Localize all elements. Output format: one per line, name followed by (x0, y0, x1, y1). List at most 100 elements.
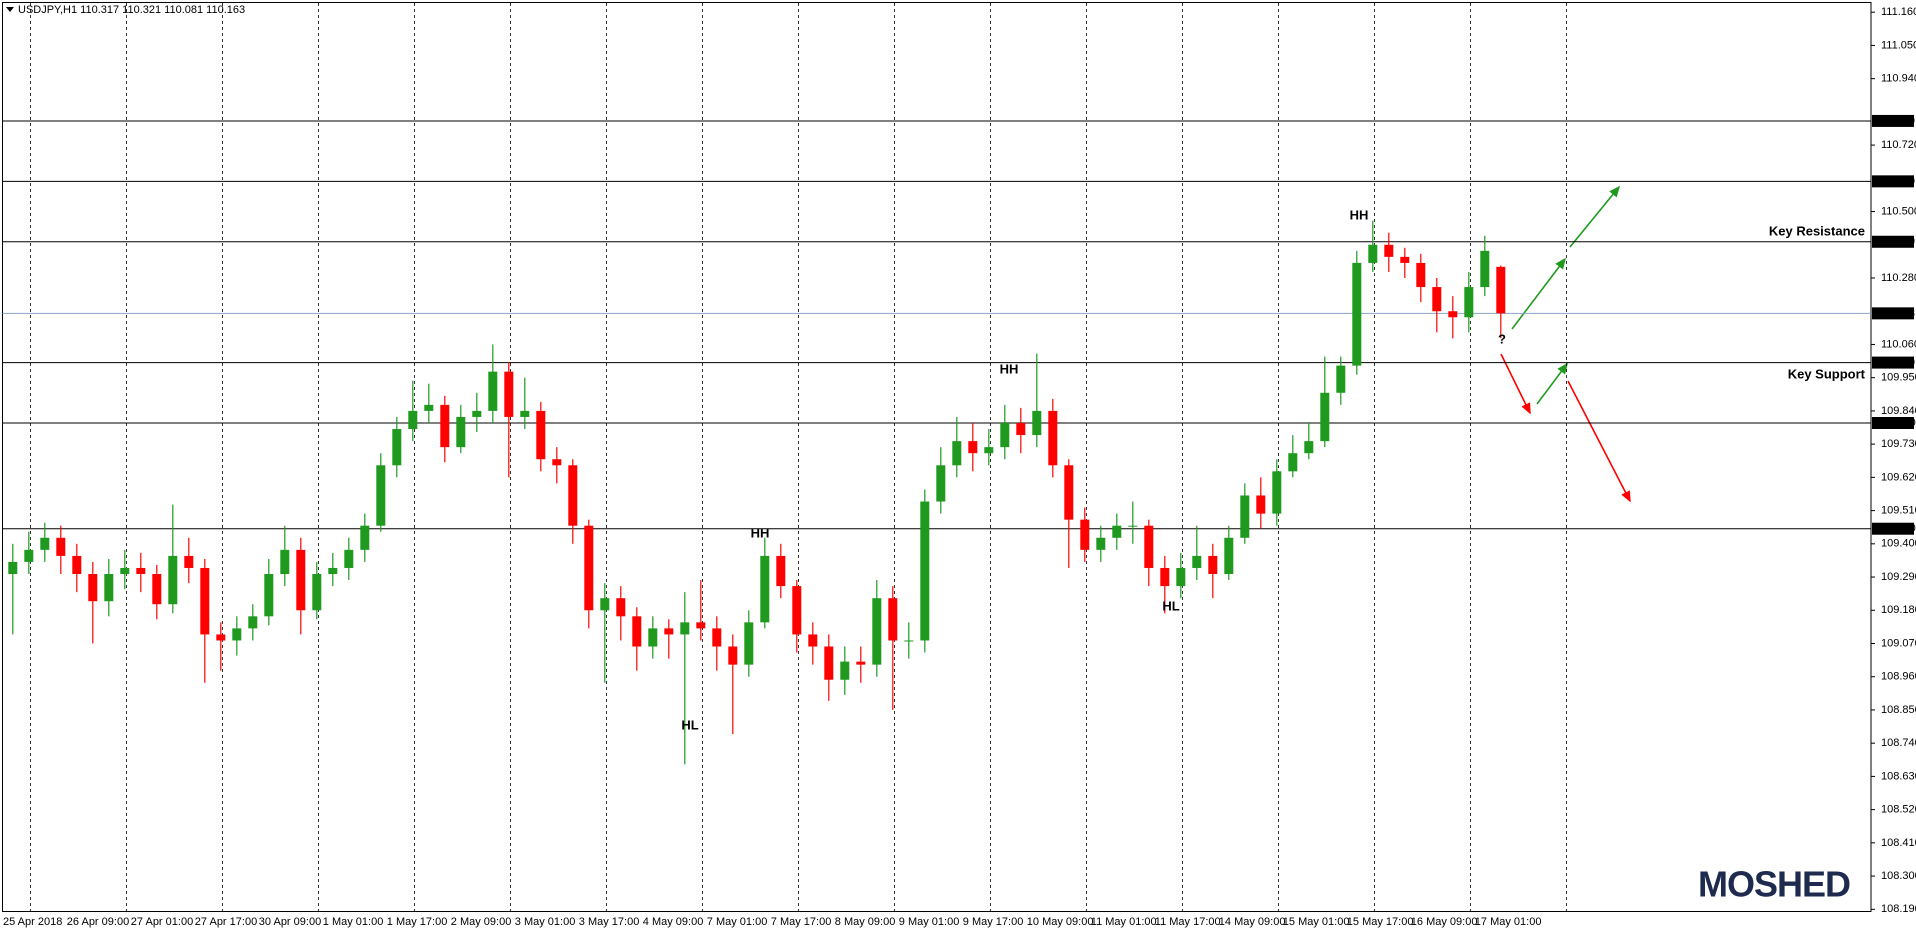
current-price-label: 110.163 (1876, 307, 1915, 319)
x-tick-label: 4 May 09:00 (643, 916, 704, 928)
candle-body (88, 574, 98, 602)
candle-body (24, 549, 34, 562)
x-tick-label: 7 May 17:00 (771, 916, 832, 928)
x-tick-label: 9 May 01:00 (899, 916, 960, 928)
candle-body (296, 549, 306, 611)
candle-body (872, 598, 882, 665)
candle-body (1240, 495, 1250, 538)
plot-frame (2, 2, 1872, 912)
y-tick-label: 109.950 (1881, 372, 1916, 384)
level-label: 110.400 (1876, 236, 1915, 248)
candle-body (776, 555, 786, 587)
y-tick-label: 108.190 (1881, 903, 1916, 915)
candle-body (1224, 537, 1234, 575)
x-tick-label: 2 May 09:00 (451, 916, 512, 928)
y-tick-label: 108.850 (1881, 704, 1916, 716)
candle-body (72, 555, 82, 575)
x-tick-label: 17 May 01:00 (1475, 916, 1542, 928)
x-tick-label: 7 May 01:00 (707, 916, 768, 928)
annotation: HH (1350, 207, 1369, 222)
candle-body (584, 525, 594, 611)
candle-body (696, 622, 706, 629)
candle-body (376, 465, 386, 526)
x-tick-label: 27 Apr 17:00 (195, 916, 257, 928)
y-tick-label: 108.740 (1881, 737, 1916, 749)
candle-body (536, 410, 546, 460)
candle-body (744, 622, 754, 665)
candle-body (1272, 471, 1282, 514)
candle-body (1432, 287, 1442, 312)
candle-body (312, 574, 322, 611)
x-tick-label: 26 Apr 09:00 (67, 916, 129, 928)
menu-triangle (6, 7, 14, 12)
arrow-down (1567, 380, 1631, 503)
candle-body (1400, 256, 1410, 263)
candle-body (1016, 422, 1026, 436)
candle-body (1064, 465, 1074, 520)
candle-body (568, 465, 578, 526)
y-tick-label: 111.050 (1881, 39, 1916, 51)
candle-body (264, 574, 274, 617)
arrow-up (1511, 257, 1566, 330)
y-tick-label: 109.510 (1881, 504, 1916, 516)
candle-body (1176, 567, 1186, 587)
candle-body (1496, 266, 1506, 314)
y-tick-label: 109.180 (1881, 604, 1916, 616)
candle-body (1352, 262, 1362, 366)
candle-body (920, 501, 930, 641)
candle-body (360, 525, 370, 550)
candle-body (1384, 244, 1394, 257)
candle-body (504, 371, 514, 417)
x-tick-label: 16 May 09:00 (1411, 916, 1478, 928)
candle-body (728, 646, 738, 665)
candle-body (1080, 519, 1090, 550)
level-label: 109.450 (1876, 523, 1916, 535)
candle-body (856, 661, 866, 665)
y-tick-label: 109.840 (1881, 405, 1916, 417)
candle-body (1160, 567, 1170, 587)
x-tick-label: 1 May 01:00 (323, 916, 384, 928)
candle-body (8, 561, 18, 575)
candle-body (904, 640, 914, 642)
x-tick-label: 10 May 09:00 (1027, 916, 1094, 928)
candle-body (952, 441, 962, 466)
candle-body (616, 598, 626, 617)
candle-body (1256, 495, 1266, 514)
x-tick-label: 8 May 09:00 (835, 916, 896, 928)
candle-body (520, 410, 530, 417)
level-box (1872, 114, 1914, 127)
chart-title: USDJPY,H1 110.317 110.321 110.081 110.16… (18, 4, 245, 16)
candle-body (440, 404, 450, 448)
candle-body (984, 447, 994, 454)
candle-body (760, 555, 770, 623)
y-tick-label: 109.730 (1881, 438, 1916, 450)
y-tick-label: 108.960 (1881, 671, 1916, 683)
candle-body (888, 598, 898, 641)
arrow-up (1569, 185, 1621, 248)
annotation: Key Resistance (1769, 223, 1865, 238)
x-tick-label: 1 May 17:00 (387, 916, 448, 928)
y-tick-label: 108.410 (1881, 837, 1916, 849)
level-box (1872, 235, 1914, 248)
candle-body (488, 371, 498, 411)
candle-body (824, 646, 834, 680)
candle-body (1336, 365, 1346, 393)
candle-body (632, 616, 642, 647)
arrow-down (1500, 353, 1531, 415)
candle-body (232, 628, 242, 641)
level-box (1872, 175, 1914, 188)
current-price-box (1872, 307, 1914, 320)
candle-body (1192, 555, 1202, 568)
y-tick-label: 108.630 (1881, 770, 1916, 782)
annotation: Key Support (1788, 366, 1866, 381)
level-box (1872, 522, 1914, 535)
candle-body (40, 537, 50, 550)
y-tick-label: 111.160 (1881, 6, 1916, 18)
candle-body (1032, 410, 1042, 436)
level-label: 110.000 (1876, 356, 1915, 368)
candle-body (1144, 525, 1154, 568)
annotation: HL (681, 717, 698, 732)
y-tick-label: 109.400 (1881, 538, 1916, 550)
annotation: HH (1000, 361, 1019, 376)
candle-body (664, 628, 674, 635)
